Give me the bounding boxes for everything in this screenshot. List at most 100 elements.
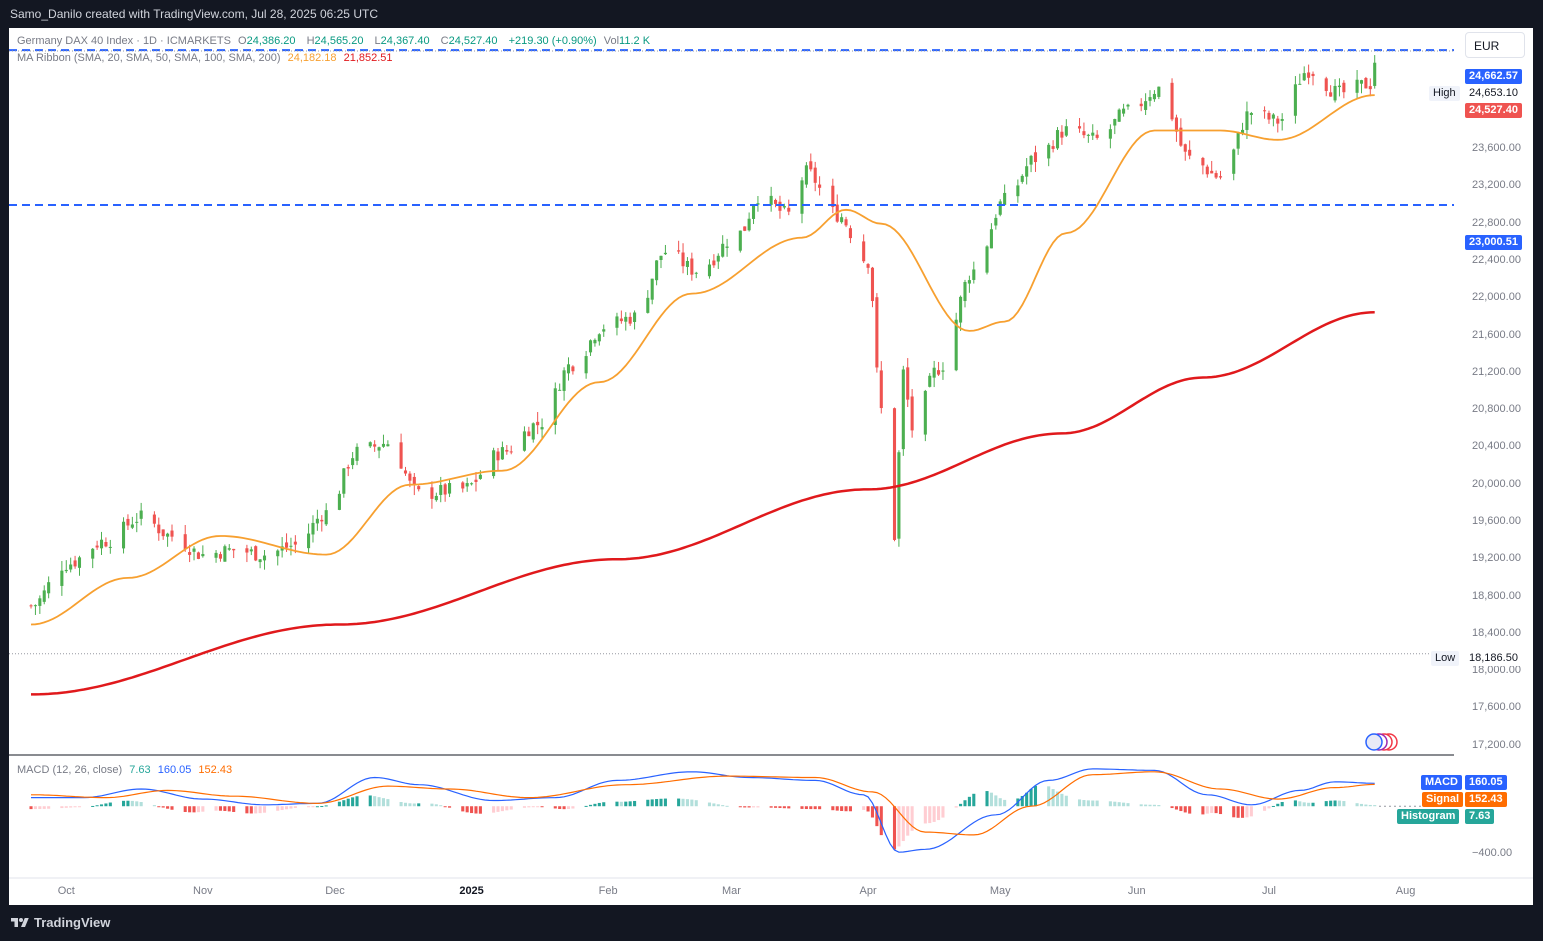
histogram-bar	[315, 806, 319, 808]
histogram-bar	[346, 798, 350, 807]
chart-navigation-icon[interactable]	[1359, 731, 1405, 753]
candle-body	[1373, 62, 1377, 86]
histogram-bar	[417, 803, 421, 807]
histogram-bar	[1232, 806, 1236, 818]
histogram-bar	[597, 802, 601, 807]
histogram-bar	[289, 806, 293, 809]
candle-body	[879, 370, 883, 409]
candle-body	[245, 548, 249, 553]
histogram-bar	[694, 800, 698, 807]
histogram-bar	[588, 804, 593, 807]
candle-body	[439, 485, 443, 495]
candle-body	[408, 473, 412, 481]
candle-body	[1249, 112, 1253, 116]
candle-body	[434, 495, 438, 501]
candle-body	[937, 370, 941, 375]
histogram-bar	[536, 806, 540, 808]
histogram-bar	[1373, 805, 1377, 807]
histogram-bar	[531, 806, 535, 808]
signal-value-tag: 152.43	[1465, 792, 1507, 807]
histogram-bar	[399, 802, 403, 807]
histogram-bar	[928, 806, 932, 824]
candle-body	[1047, 144, 1051, 159]
candle-body	[540, 427, 544, 430]
histogram-bar	[1113, 801, 1117, 807]
low-label: L	[374, 35, 381, 47]
top-line-price-tag: 24,662.57	[1465, 69, 1522, 84]
candle-body	[60, 570, 64, 586]
high-label-tag: High	[1429, 86, 1460, 101]
candle-body	[1020, 175, 1024, 182]
histogram-bar	[932, 806, 936, 822]
candle-body	[170, 530, 174, 537]
tradingview-brand[interactable]: TradingView	[10, 915, 110, 930]
candle-body	[747, 218, 751, 231]
candle-body	[324, 510, 328, 525]
candle-body	[249, 549, 253, 552]
histogram-bar	[355, 796, 359, 807]
candle-body	[967, 280, 971, 284]
candle-body	[655, 260, 659, 281]
candle-body	[95, 545, 99, 548]
candle-body	[721, 243, 725, 257]
candle-body	[91, 548, 95, 559]
candle-body	[782, 206, 786, 208]
sma-200-line	[31, 311, 1375, 696]
candle-body	[126, 518, 130, 526]
last-price-tag: 24,527.40	[1465, 103, 1522, 118]
histogram-bar	[108, 802, 112, 807]
candle-body	[985, 246, 989, 273]
candle-body	[315, 518, 319, 524]
price-axis-label: 22,000.00	[1472, 291, 1521, 304]
symbol-name[interactable]: Germany DAX 40 Index · 1D · ICMARKETS	[17, 35, 231, 47]
histogram-bar	[373, 796, 377, 807]
candle-body	[1139, 103, 1143, 107]
histogram-bar	[351, 797, 355, 807]
candle-body	[901, 369, 905, 450]
histogram-bar	[1276, 803, 1280, 807]
histogram-bar	[690, 799, 694, 807]
candle-body	[1029, 155, 1033, 165]
candle-body	[681, 252, 685, 267]
ma-value-2: 21,852.51	[343, 52, 393, 64]
candle-body	[725, 246, 729, 248]
histogram-bar	[562, 806, 566, 810]
histogram-bar	[712, 803, 716, 807]
candle-body	[1337, 85, 1341, 88]
histogram-bar	[505, 806, 509, 811]
candle-body	[258, 559, 262, 563]
histogram-bar	[254, 806, 258, 814]
histogram-bar	[139, 802, 143, 807]
open-label: O	[238, 35, 247, 47]
histogram-bar	[439, 805, 443, 807]
histogram-bar	[161, 806, 165, 808]
histogram-bar	[989, 792, 993, 807]
histogram-bar	[1064, 795, 1068, 807]
macd-value-tag: 160.05	[1465, 775, 1507, 790]
candle-body	[870, 267, 875, 302]
histogram-bar	[831, 806, 835, 811]
currency-selector[interactable]: EUR	[1465, 32, 1525, 58]
high-value: 24,565.20	[314, 35, 364, 47]
candle-body	[1355, 79, 1359, 93]
candle-body	[201, 554, 205, 557]
histogram-bar	[1047, 786, 1051, 807]
candle-body	[1188, 149, 1192, 156]
histogram-bar	[130, 800, 134, 807]
histogram-bar	[91, 805, 95, 807]
histogram-bar	[307, 806, 311, 808]
brand-name: TradingView	[34, 915, 111, 930]
chart-svg[interactable]	[9, 28, 1533, 905]
histogram-bar	[280, 806, 284, 811]
chart-frame[interactable]: Germany DAX 40 Index · 1D · ICMARKETS O 2…	[9, 28, 1533, 905]
candle-body	[1324, 78, 1328, 91]
price-axis-label: 20,800.00	[1472, 403, 1521, 416]
histogram-bar	[1267, 806, 1271, 809]
candle-body	[527, 431, 531, 437]
ma-ribbon-label[interactable]: MA Ribbon (SMA, 20, SMA, 50, SMA, 100, S…	[17, 52, 281, 64]
histogram-bar	[1086, 800, 1090, 807]
candle-body	[840, 217, 844, 223]
candle-body	[381, 443, 386, 447]
histogram-bar	[412, 803, 416, 807]
macd-indicator-label[interactable]: MACD (12, 26, close)	[17, 764, 123, 776]
